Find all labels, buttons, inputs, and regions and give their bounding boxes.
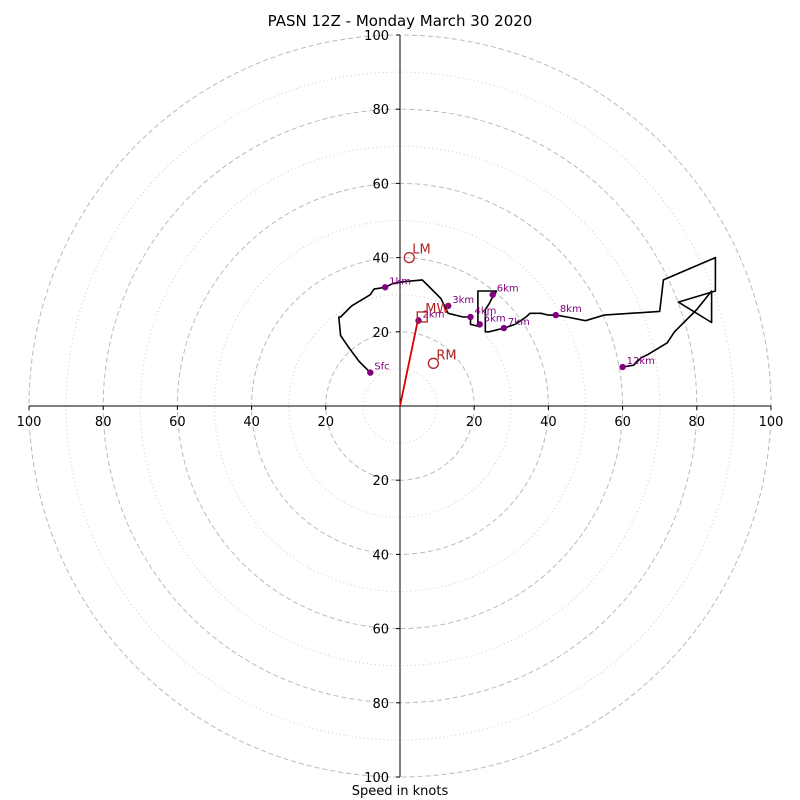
x-tick-label: 60 bbox=[169, 415, 186, 430]
x-tick-label: 80 bbox=[95, 415, 112, 430]
height-marker-3km bbox=[445, 302, 452, 310]
y-tick-label: 60 bbox=[372, 623, 389, 638]
y-tick-label: 60 bbox=[372, 177, 389, 192]
motion-label-mw: MW bbox=[425, 302, 449, 317]
x-tick-label: 80 bbox=[689, 415, 706, 430]
chart-title: PASN 12Z - Monday March 30 2020 bbox=[268, 12, 533, 30]
height-marker-2km bbox=[415, 317, 422, 324]
height-label-7km: 7km bbox=[508, 317, 530, 328]
y-tick-label: 40 bbox=[372, 548, 389, 563]
x-axis-label: Speed in knots bbox=[352, 784, 449, 799]
y-tick-label: 40 bbox=[372, 252, 389, 267]
height-marker-4km bbox=[467, 313, 474, 321]
height-marker-12km bbox=[619, 363, 626, 371]
height-marker-6km bbox=[489, 291, 496, 298]
y-tick-label: 100 bbox=[364, 29, 389, 44]
motion-label-rm: RM bbox=[436, 348, 456, 363]
tick-labels: 100 80 60 40 20 20 40 60 80 100 100 80 60 40 20 20 40 60 8… bbox=[17, 29, 784, 786]
hodograph-trace bbox=[337, 256, 717, 407]
x-tick-label: 60 bbox=[614, 415, 631, 430]
x-tick-label: 100 bbox=[17, 415, 42, 430]
height-label-sfc: Sfc bbox=[374, 362, 389, 373]
motion-marker-lm bbox=[403, 251, 415, 264]
motion-marker-mw bbox=[416, 311, 428, 323]
shear-vector bbox=[399, 316, 420, 407]
height-marker-8km bbox=[552, 311, 560, 319]
x-tick-label: 40 bbox=[243, 415, 260, 430]
height-marker-5km bbox=[476, 321, 483, 328]
motion-label-lm: LM bbox=[412, 243, 430, 258]
x-tick-label: 40 bbox=[540, 415, 557, 430]
motion-marker-rm bbox=[427, 357, 440, 369]
x-tick-label: 20 bbox=[466, 415, 483, 430]
height-label-5km: 5km bbox=[484, 313, 506, 324]
y-tick-label: 20 bbox=[372, 474, 389, 489]
x-tick-label: 20 bbox=[318, 415, 335, 430]
height-label-8km: 8km bbox=[560, 304, 582, 315]
height-marker-1km bbox=[381, 284, 389, 291]
storm-motion-markers: LM RM MW bbox=[403, 243, 457, 369]
y-tick-label: 100 bbox=[364, 771, 389, 786]
hodograph-line bbox=[337, 256, 717, 374]
y-tick-label: 20 bbox=[372, 326, 389, 341]
height-marker-sfc bbox=[367, 369, 374, 376]
y-tick-label: 80 bbox=[372, 103, 389, 118]
height-label-1km: 1km bbox=[389, 276, 411, 287]
height-label-12km: 12km bbox=[627, 356, 655, 367]
height-label-4km: 4km bbox=[474, 306, 496, 317]
height-label-6km: 6km bbox=[497, 284, 519, 295]
x-tick-label: 100 bbox=[759, 415, 784, 430]
height-marker-7km bbox=[500, 324, 508, 332]
y-tick-label: 80 bbox=[372, 697, 389, 712]
height-label-3km: 3km bbox=[452, 295, 474, 306]
height-label-2km: 2km bbox=[423, 310, 445, 321]
